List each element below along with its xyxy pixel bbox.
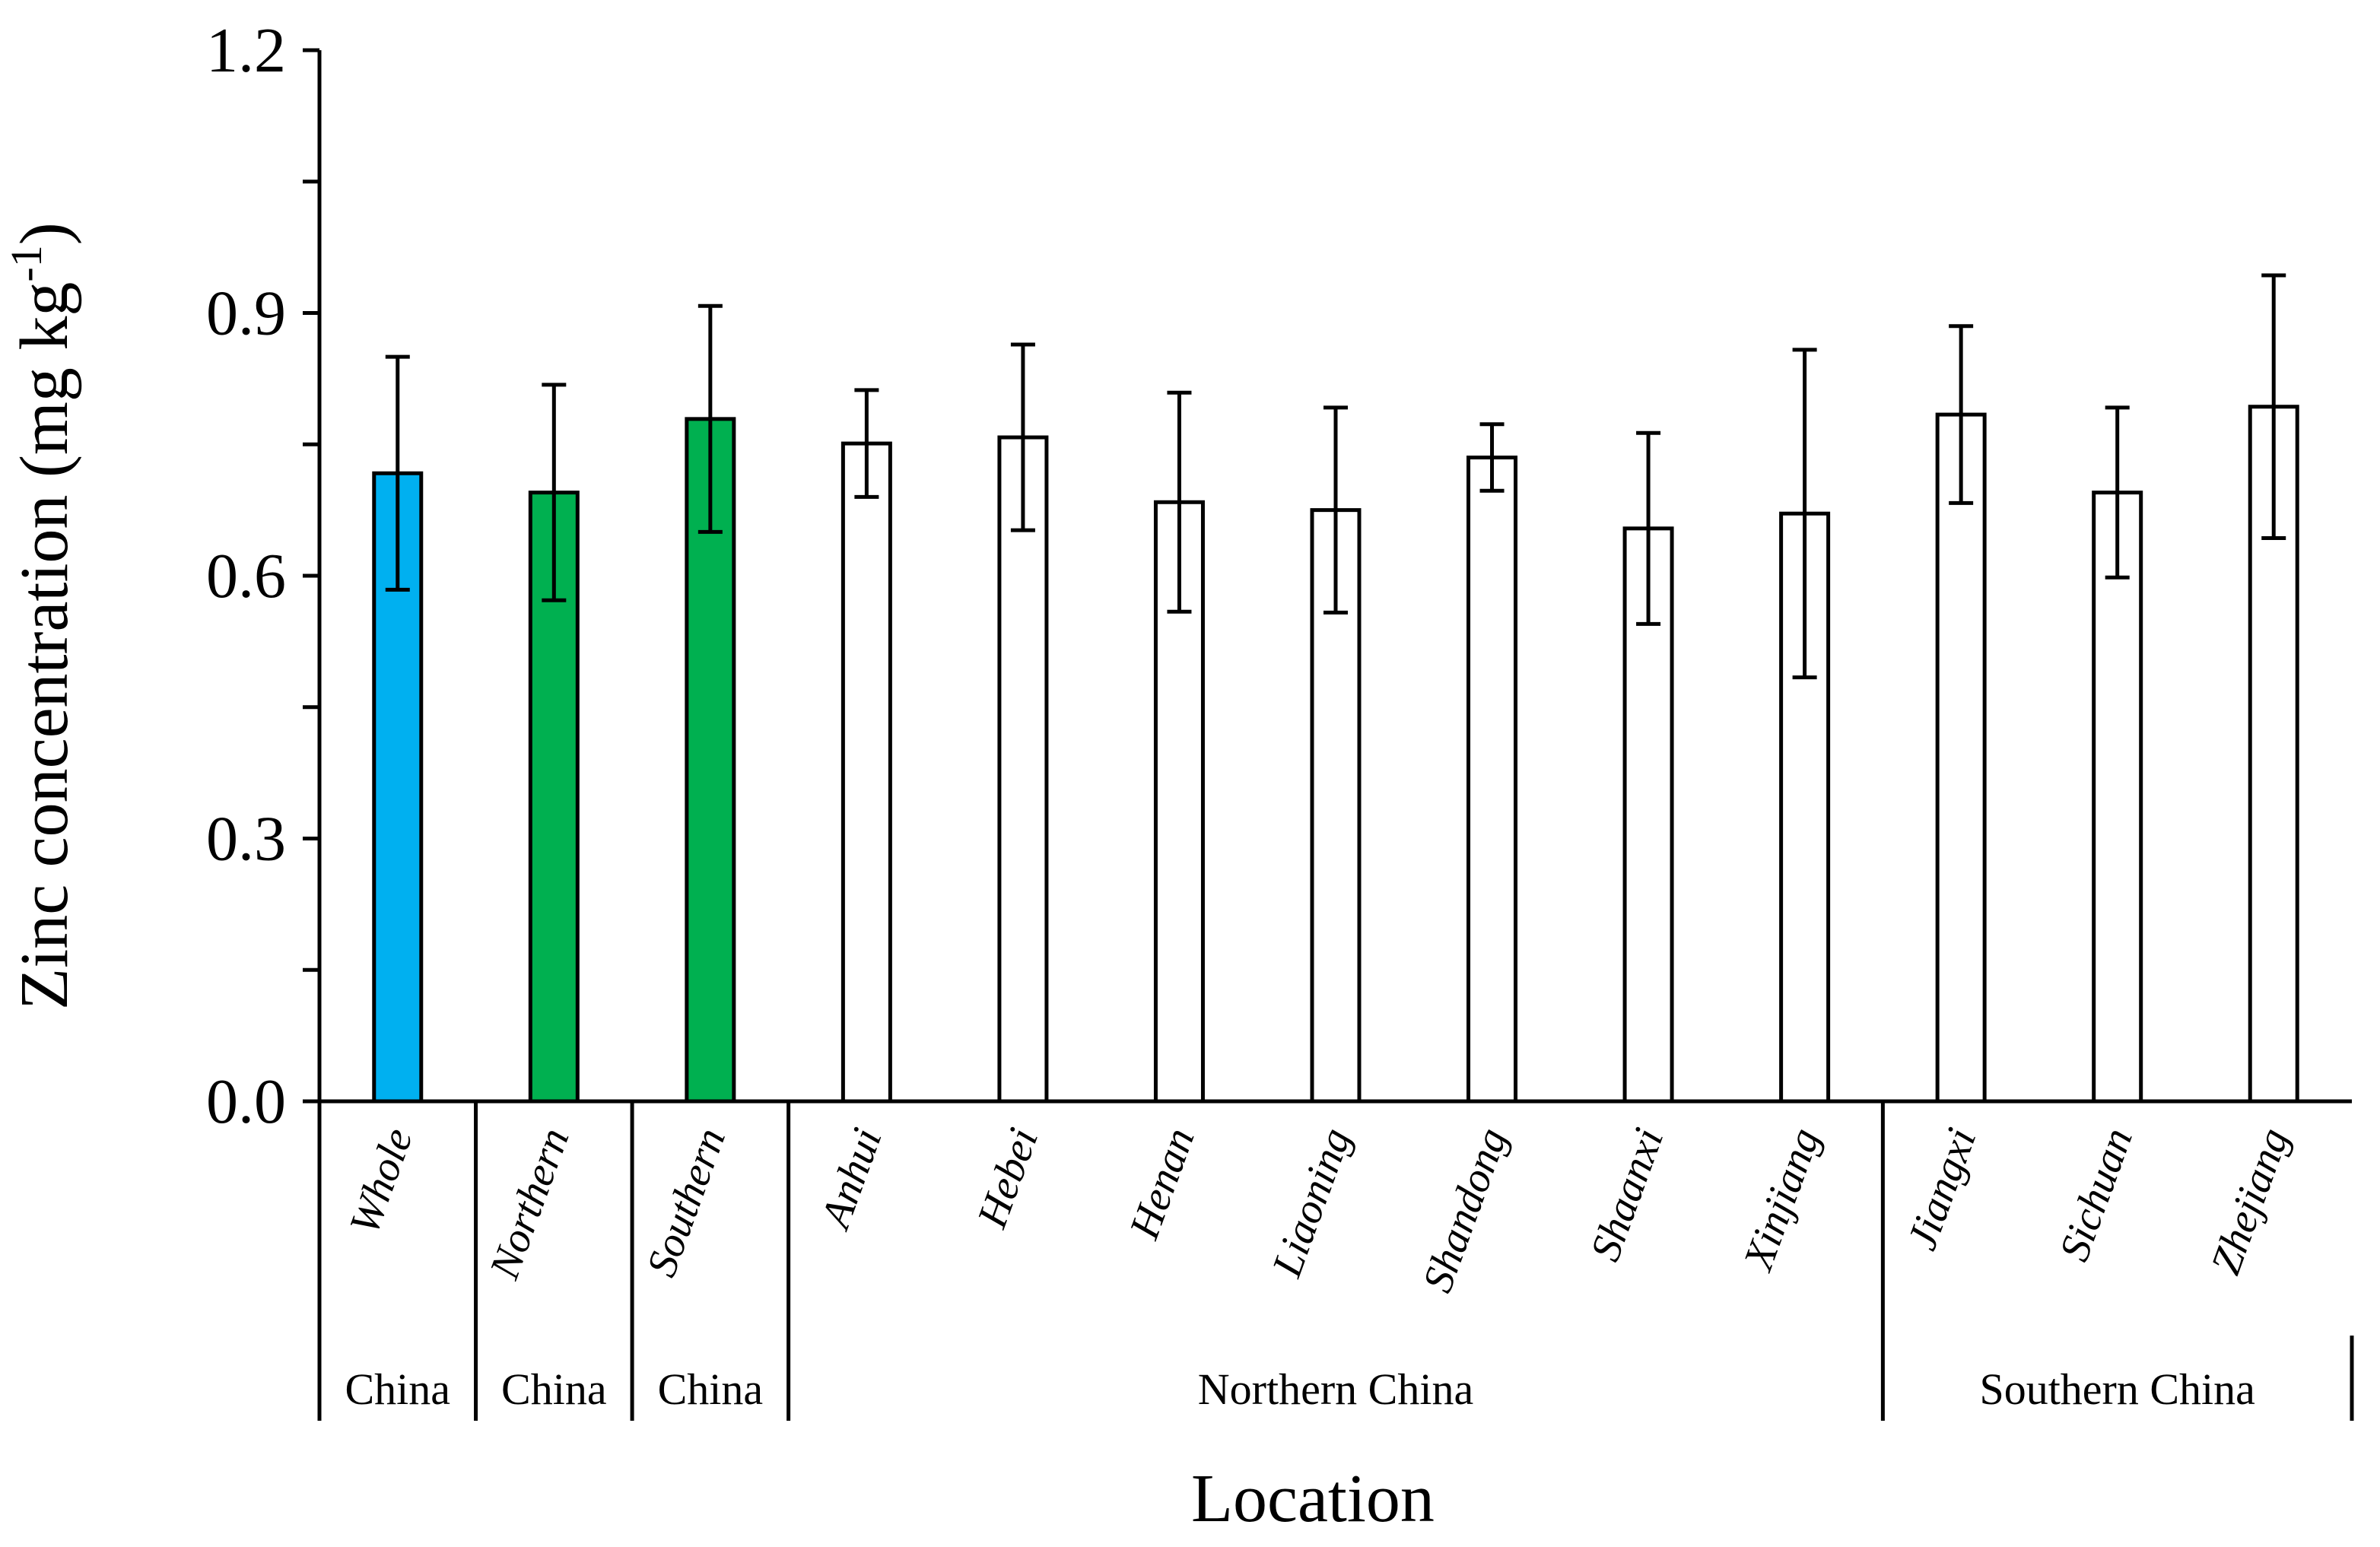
group-label: Northern China [1198,1364,1473,1414]
y-axis-title-text: Zinc concentration (mg kg [7,282,82,1010]
category-label: Jiangxi [1899,1122,1986,1256]
y-tick-label: 1.2 [206,15,286,86]
category-label: Southern [638,1122,735,1282]
bar-hebei [997,435,1049,1104]
y-tick-label: 0.3 [206,804,286,875]
group-label: China [501,1364,607,1414]
category-label: Zhejiang [2202,1122,2298,1280]
group-label: China [658,1364,764,1414]
category-label: Liaoning [1263,1122,1360,1283]
y-axis-title-close: ) [7,222,82,245]
bar-anhui [840,441,892,1104]
category-label: Anhui [811,1122,891,1237]
group-label: Southern China [1979,1364,2254,1414]
bar-sichuan [2092,491,2143,1104]
bar-shandong [1466,456,1518,1104]
category-label: Whole [341,1122,422,1240]
category-label: Northern [481,1122,579,1285]
x-axis-title: Location [1191,1461,1435,1536]
bar-jiangxi [1935,412,1987,1104]
category-label: Xinjiang [1734,1122,1829,1277]
y-tick-label: 0.9 [206,278,286,349]
y-tick-label: 0.6 [206,541,286,611]
y-tick-label: 0.0 [206,1066,286,1137]
category-label: Sichuan [2051,1122,2142,1267]
category-label: Hebei [968,1122,1047,1234]
category-label: Shaanxi [1581,1122,1673,1267]
category-label: Shandong [1414,1122,1517,1298]
category-labels: Whole Northern Southern Anhui Hebei Henan Liao… [341,1122,2299,1298]
category-label: Henan [1120,1122,1204,1245]
y-axis: 0.0 0.3 0.6 0.9 1.2 [206,15,322,1137]
group-label: China [345,1364,450,1414]
error-bar-series [385,273,2286,680]
y-axis-title-superscript: -1 [2,245,51,281]
group-labels: China China China Northern China Southern Ch… [317,1101,2354,1421]
y-axis-title: Zinc concentration (mg kg-1) [2,222,82,1010]
bar-xinjiang [1779,511,1831,1104]
